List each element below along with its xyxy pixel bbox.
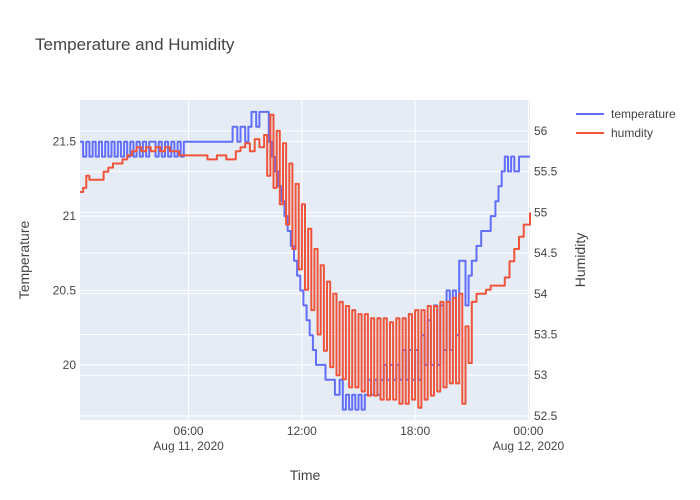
y2-tick-label: 54 bbox=[534, 287, 548, 301]
x-tick-sublabel: Aug 12, 2020 bbox=[493, 439, 565, 453]
y-tick-label: 20 bbox=[63, 358, 77, 372]
legend-label-temperature: temperature bbox=[611, 107, 676, 121]
y-axis-title: Temperature bbox=[16, 220, 32, 299]
y2-tick-label: 55 bbox=[534, 205, 548, 219]
x-axis-title: Time bbox=[290, 467, 321, 483]
y2-tick-label: 52.5 bbox=[534, 409, 558, 423]
y2-tick-label: 56 bbox=[534, 124, 548, 138]
x-tick-sublabel: Aug 11, 2020 bbox=[153, 439, 224, 453]
legend-label-humdity: humdity bbox=[611, 126, 653, 140]
y-tick-label: 21 bbox=[63, 209, 77, 223]
x-tick-label: 18:00 bbox=[400, 424, 430, 438]
y2-tick-label: 54.5 bbox=[534, 246, 558, 260]
y-axis-ticks: 20 20.5 21 21.5 bbox=[53, 135, 77, 372]
chart-title: Temperature and Humidity bbox=[35, 35, 235, 54]
y2-tick-label: 53.5 bbox=[534, 328, 558, 342]
y2-tick-label: 55.5 bbox=[534, 165, 558, 179]
x-tick-label: 06:00 bbox=[174, 424, 204, 438]
y-tick-label: 21.5 bbox=[53, 135, 77, 149]
legend-item-temperature[interactable]: temperature bbox=[576, 107, 676, 121]
y2-axis-title: Humidity bbox=[572, 233, 588, 287]
y-tick-label: 20.5 bbox=[53, 284, 77, 298]
series-line-humdity[interactable] bbox=[80, 113, 531, 409]
y2-axis-ticks: 52.5 53 53.5 54 54.5 55 55.5 56 bbox=[534, 124, 558, 423]
legend-item-humdity[interactable]: humdity bbox=[576, 126, 653, 140]
x-tick-label: 00:00 bbox=[513, 424, 543, 438]
traces bbox=[80, 110, 531, 411]
x-tick-label: 12:00 bbox=[287, 424, 317, 438]
legend: temperature humdity bbox=[576, 107, 676, 140]
y2-tick-label: 53 bbox=[534, 368, 548, 382]
